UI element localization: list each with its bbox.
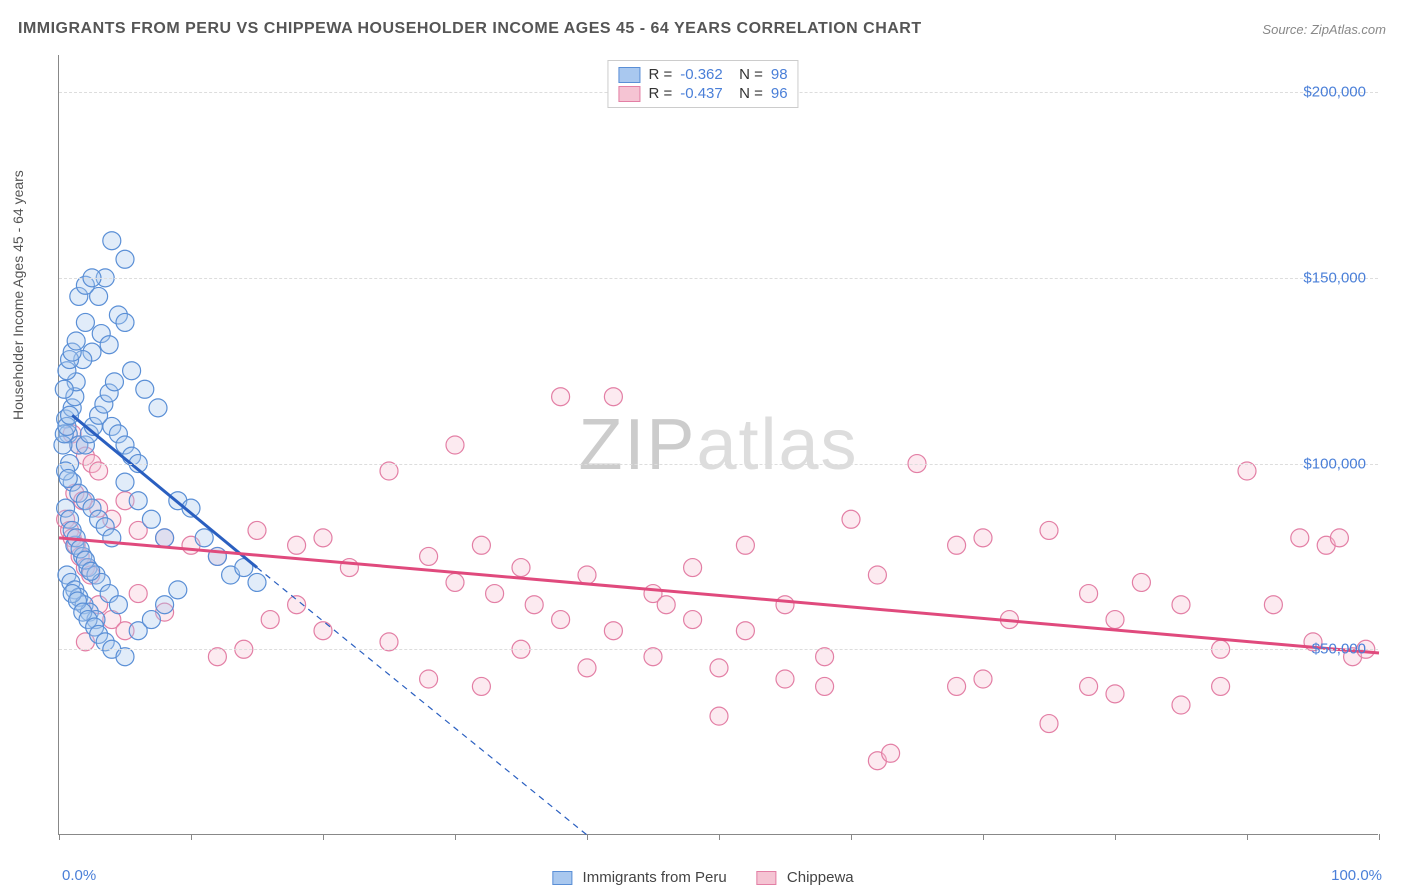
legend-swatch-chippewa-icon <box>757 871 777 885</box>
r-value-peru: -0.362 <box>680 66 723 83</box>
y-tick-label: $100,000 <box>1303 455 1366 472</box>
legend-row-peru: R = -0.362 N = 98 <box>618 65 787 84</box>
source-attribution: Source: ZipAtlas.com <box>1262 22 1386 37</box>
x-tick <box>59 834 60 840</box>
gridline <box>59 278 1378 279</box>
legend-label-chippewa: Chippewa <box>787 869 854 886</box>
plot-area: ZIPatlas $50,000$100,000$150,000$200,000 <box>58 55 1378 835</box>
legend-row-chippewa: R = -0.437 N = 96 <box>618 84 787 103</box>
x-axis-min-label: 0.0% <box>62 867 96 884</box>
gridline <box>59 464 1378 465</box>
correlation-legend: R = -0.362 N = 98 R = -0.437 N = 96 <box>607 60 798 108</box>
series-legend: Immigrants from Peru Chippewa <box>552 869 853 886</box>
legend-item-peru: Immigrants from Peru <box>552 869 726 886</box>
legend-label-peru: Immigrants from Peru <box>583 869 727 886</box>
x-tick <box>719 834 720 840</box>
n-value-chippewa: 96 <box>771 85 788 102</box>
legend-item-chippewa: Chippewa <box>757 869 854 886</box>
y-axis-label: Householder Income Ages 45 - 64 years <box>10 170 26 420</box>
x-tick <box>1247 834 1248 840</box>
r-value-chippewa: -0.437 <box>680 85 723 102</box>
x-axis-max-label: 100.0% <box>1331 867 1382 884</box>
legend-swatch-chippewa <box>618 86 640 102</box>
gridline <box>59 649 1378 650</box>
y-tick-label: $150,000 <box>1303 269 1366 286</box>
x-tick <box>191 834 192 840</box>
chart-title: IMMIGRANTS FROM PERU VS CHIPPEWA HOUSEHO… <box>18 20 922 38</box>
x-tick <box>851 834 852 840</box>
r-label: R = <box>648 66 672 83</box>
x-tick <box>323 834 324 840</box>
source-value: ZipAtlas.com <box>1311 22 1386 37</box>
x-tick <box>455 834 456 840</box>
y-tick-label: $50,000 <box>1312 641 1366 658</box>
legend-swatch-peru <box>618 67 640 83</box>
n-value-peru: 98 <box>771 66 788 83</box>
chart-svg <box>59 55 1378 834</box>
n-label: N = <box>731 85 763 102</box>
y-tick-label: $200,000 <box>1303 84 1366 101</box>
source-label: Source: <box>1262 22 1307 37</box>
x-tick <box>1115 834 1116 840</box>
r-label: R = <box>648 85 672 102</box>
legend-swatch-peru-icon <box>552 871 572 885</box>
n-label: N = <box>731 66 763 83</box>
x-tick <box>1379 834 1380 840</box>
x-tick <box>587 834 588 840</box>
x-tick <box>983 834 984 840</box>
